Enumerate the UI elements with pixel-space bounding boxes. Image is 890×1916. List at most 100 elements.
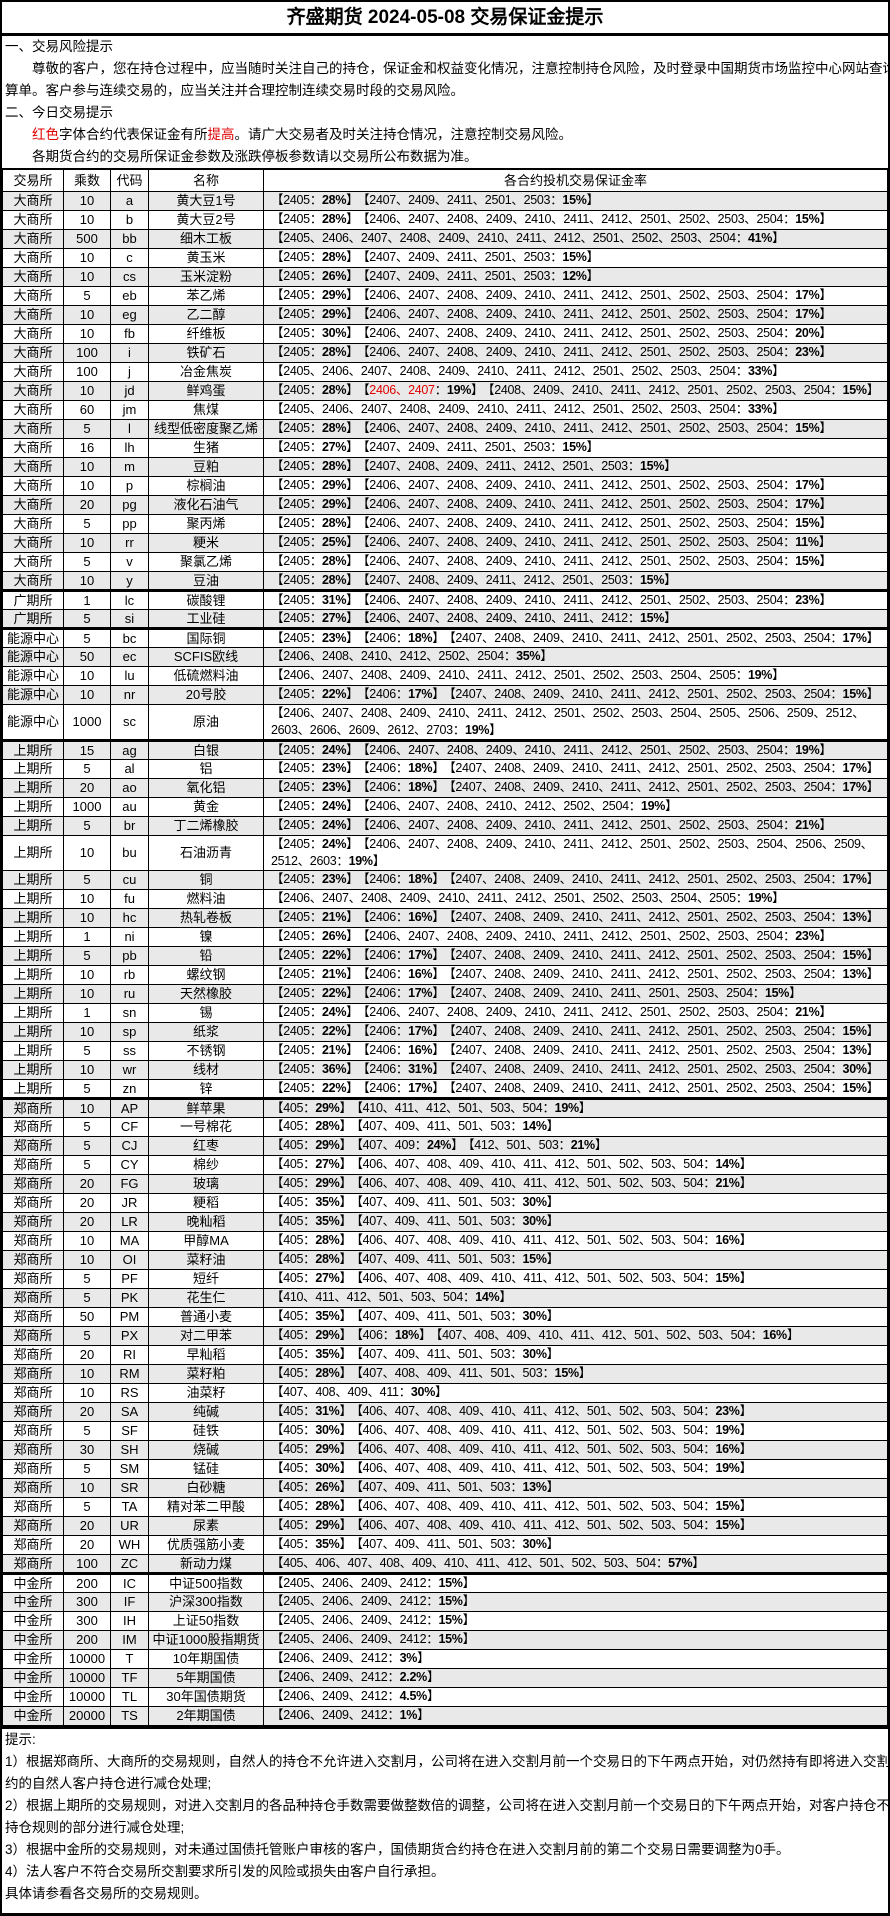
contract-months: 405	[283, 1176, 304, 1190]
margin-percent: 18%	[408, 872, 433, 886]
table-row: 郑商所 20 WH 优质强筋小麦 【405：35%】 【407、409、411、501、5…	[2, 1534, 888, 1555]
code-cell: IC	[110, 1571, 149, 1593]
margin-percent: 15%	[795, 516, 820, 530]
multiplier-cell: 1	[63, 588, 111, 610]
rate-group: 【407、409、411、501、503：30%】	[356, 1347, 559, 1361]
exchange-cell: 郑商所	[2, 1553, 64, 1574]
rate-group: 【406、407、408、409、410、411、412、501、502、503…	[356, 1499, 752, 1513]
multiplier-cell: 5	[63, 1040, 111, 1061]
margin-percent: 35%	[315, 1537, 340, 1551]
multiplier-cell: 5	[63, 285, 111, 306]
margin-percent: 17%	[842, 872, 867, 886]
name-cell: 铅	[148, 945, 264, 966]
rate-group: 【2406、2407、2408、2409、2410、2411、2412、2501…	[363, 326, 832, 340]
multiplier-cell: 20	[63, 1401, 111, 1422]
contract-months: 2406	[369, 687, 396, 701]
rate-group: 【2406：18%】	[363, 630, 445, 645]
rate-group: 【2405：31%】	[271, 592, 359, 607]
note-line: 2）根据上期所的交易规则，对进入交割月的各品种持仓手数需要做整数倍的调整，公司将…	[5, 1797, 888, 1813]
multiplier-cell: 10	[63, 983, 111, 1004]
rate-group: 【2407、2408、2409、2410、2411、2412、2501、2502…	[449, 761, 879, 775]
margin-percent: 26%	[315, 1480, 340, 1494]
name-cell: 菜籽油	[148, 1249, 264, 1270]
code-cell: j	[110, 361, 149, 382]
exchange-cell: 中金所	[2, 1648, 64, 1669]
contract-months: 2406、2407、2408、2409、2410、2411、2412、2501、…	[369, 345, 784, 359]
margin-rate-cell: 【2405：21%】 【2406：16%】 【2407、2408、2409、2410…	[263, 907, 888, 928]
multiplier-cell: 5	[63, 608, 111, 629]
exchange-cell: 大商所	[2, 494, 64, 515]
rate-group: 【2406、2407、2408、2409、2410、2411、2412、2501…	[363, 497, 832, 511]
margin-percent: 17%	[408, 687, 433, 701]
contract-months: 2405	[283, 440, 310, 454]
contract-months: 2406、2407、2408、2409、2410、2411、2412、2501、…	[369, 516, 784, 530]
code-cell: PX	[110, 1325, 149, 1346]
margin-percent: 19%	[747, 891, 773, 905]
table-row: 上期所 1 ni 镍【2405：26%】 【2406、2407、2408、2409、24…	[2, 926, 888, 947]
margin-rate-cell: 【2405：25%】 【2406、2407、2408、2409、2410、2411…	[263, 532, 888, 553]
exchange-cell: 郑商所	[2, 1477, 64, 1498]
multiplier-cell: 10	[63, 665, 111, 686]
margin-rate-cell: 【405：30%】 【406、407、408、409、410、411、412、50…	[263, 1458, 888, 1479]
rate-group: 【2405：23%】	[271, 780, 359, 794]
name-cell: 豆粕	[148, 456, 264, 477]
margin-percent: 15%	[842, 1080, 867, 1095]
margin-percent: 23%	[322, 872, 347, 886]
contract-months: 2407、2408、2409、2410、2411、2412、2501、2502、…	[455, 872, 831, 886]
table-row: 上期所 15 ag 白银 【2405：24%】 【2406、2407、2408、2409、…	[2, 738, 888, 760]
name-cell: 烧碱	[148, 1439, 264, 1460]
contract-months: 2405	[283, 193, 310, 207]
rate-group: 【2406：17%】	[363, 687, 445, 701]
table-row: 郑商所 100 ZC 新动力煤 【405、406、407、408、409、410、411…	[2, 1553, 888, 1574]
rate-group: 【2405：28%】	[271, 383, 359, 397]
code-cell: b	[110, 209, 149, 230]
table-row: 上期所 20 ao 氧化铝 【2405：23%】 【2406：18%】 【2407、2408…	[2, 777, 888, 798]
multiplier-cell: 5	[63, 1154, 111, 1175]
margin-percent: 33%	[747, 364, 773, 378]
table-row: 大商所 10 c 黄玉米 【2405：28%】 【2407、2409、2411、2501、…	[2, 247, 888, 268]
name-cell: 精对苯二甲酸	[148, 1496, 264, 1517]
margin-percent: 29%	[315, 1328, 340, 1342]
margin-rate-cell: 【405：29%】 【406、407、408、409、410、411、412、50…	[263, 1173, 888, 1194]
margin-rate-cell: 【2405：30%】 【2406、2407、2408、2409、2410、2411…	[263, 323, 888, 344]
table-row: 中金所 10000 TF 5年期国债 【2406、2409、2412：2.2%】	[2, 1667, 888, 1688]
contract-months: 2406	[369, 1062, 396, 1076]
table-row: 上期所 1000 au 黄金 【2405：24%】 【2406、2407、2408、241…	[2, 796, 888, 817]
margin-percent: 24%	[322, 836, 347, 851]
rate-group: 【2406、2407、2408、2409、2410、2411、2412、2501…	[363, 307, 832, 321]
table-row: 能源中心 10 lu 低硫燃料油 【2406、2407、2408、2409、2410、2…	[2, 665, 888, 686]
exchange-cell: 广期所	[2, 588, 64, 610]
table-row: 能源中心 5 bc 国际铜 【2405：23%】 【2406：18%】 【2407、2408…	[2, 626, 888, 648]
contract-months: 2407、2408、2409、2410、2411、2412、2501、2502、…	[455, 1080, 831, 1095]
contract-months: 2406	[369, 910, 396, 924]
multiplier-cell: 20	[63, 1534, 111, 1555]
contract-months: 2406、2407、2408、2409、2410、2411、2412、2501、…	[369, 742, 784, 757]
margin-percent: 33%	[747, 402, 773, 416]
table-row: 大商所 10 p 棕榈油 【2405：29%】 【2406、2407、2408、2409、…	[2, 475, 888, 496]
contract-months: 406、407、408、409、410、411、412、501、502、503、…	[362, 1404, 704, 1418]
table-row: 大商所 500 bb 细木工板 【2405、2406、2407、2408、2409、24…	[2, 228, 888, 249]
rate-group: 【2405：26%】	[271, 929, 359, 943]
multiplier-cell: 50	[63, 1306, 111, 1327]
multiplier-cell: 5	[63, 1287, 111, 1308]
margin-percent: 28%	[322, 345, 347, 359]
contract-months: 405	[283, 1309, 304, 1323]
name-cell: 生猪	[148, 437, 264, 458]
code-cell: br	[110, 815, 149, 836]
margin-percent: 15%	[842, 948, 867, 962]
margin-rate-cell: 【405：29%】 【406：18%】 【407、408、409、410、411、4…	[263, 1325, 888, 1346]
margin-percent: 30%	[315, 1423, 340, 1437]
margin-rate-cell: 【405：28%】 【406、407、408、409、410、411、412、50…	[263, 1230, 888, 1251]
rate-group: 【2407、2408、2409、2410、2411、2412、2501、2502…	[449, 1043, 879, 1057]
code-cell: LR	[110, 1211, 149, 1232]
table-row: 郑商所 10 SR 白砂糖 【405：26%】 【407、409、411、501、503：…	[2, 1477, 888, 1498]
table-row: 郑商所 5 CF 一号棉花 【405：28%】 【407、409、411、501、503：…	[2, 1116, 888, 1137]
notice-text1: 字体合约代表保证金有所	[59, 127, 208, 142]
margin-percent: 31%	[408, 1062, 433, 1076]
code-cell: ZC	[110, 1553, 149, 1574]
code-cell: CY	[110, 1154, 149, 1175]
rate-group: 【2405：28%】	[271, 421, 359, 435]
rate-group: 【2405：22%】	[271, 948, 359, 962]
margin-percent: 16%	[762, 1328, 787, 1342]
rate-group: 【2405：24%】	[271, 799, 359, 813]
